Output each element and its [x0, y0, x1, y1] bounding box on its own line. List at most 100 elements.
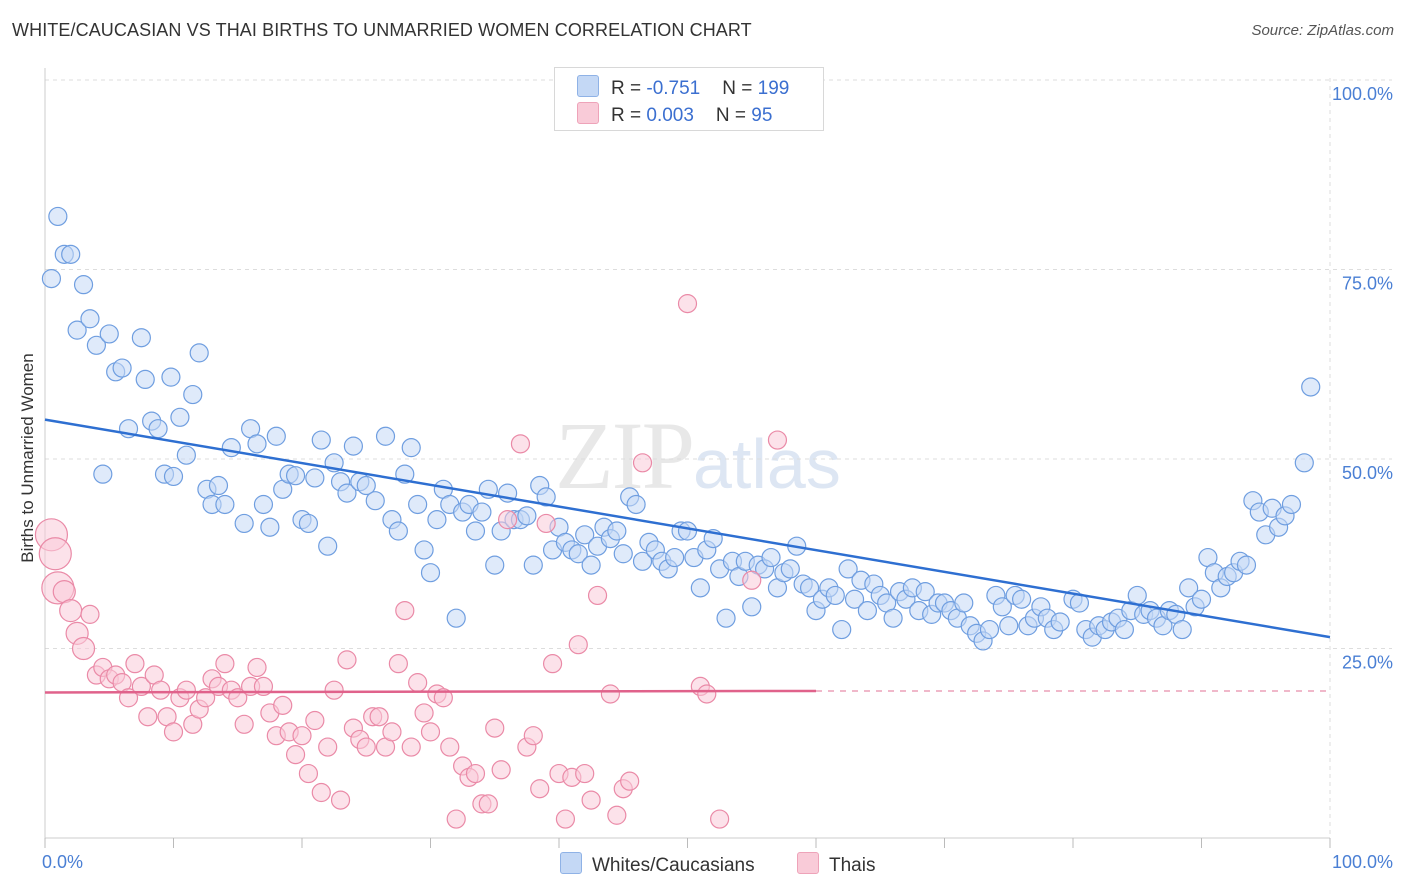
point-whites	[446, 608, 466, 628]
point-whites	[857, 600, 878, 621]
point-whites	[677, 521, 698, 541]
point-thais	[440, 737, 460, 757]
point-whites	[581, 555, 601, 575]
point-whites	[665, 547, 685, 568]
point-thais	[382, 722, 402, 742]
y-tick-label: 100.0%	[1332, 84, 1393, 104]
point-whites	[1236, 555, 1257, 575]
bottom-legend-whites: Whites/Caucasians	[560, 852, 755, 877]
legend: R = -0.751 N = 199 R = 0.003 N = 95	[554, 67, 824, 131]
point-thais	[131, 676, 151, 697]
point-thais	[305, 710, 325, 731]
point-whites	[517, 506, 537, 526]
point-thais	[575, 763, 595, 784]
point-whites	[48, 206, 68, 227]
point-whites	[247, 434, 267, 454]
point-whites	[318, 536, 338, 556]
point-thais	[530, 779, 550, 799]
point-thais	[401, 737, 421, 757]
point-whites	[388, 521, 408, 541]
point-whites	[73, 275, 94, 295]
point-whites	[311, 430, 331, 450]
point-thais	[568, 635, 588, 655]
point-whites	[253, 494, 274, 515]
point-whites	[832, 619, 852, 640]
point-thais	[138, 707, 158, 727]
point-thais	[697, 684, 717, 704]
point-whites	[135, 369, 155, 390]
data-points	[34, 206, 1321, 829]
point-whites	[298, 513, 319, 534]
point-thais	[677, 294, 698, 314]
point-thais	[80, 604, 100, 624]
point-whites	[148, 419, 168, 439]
bottom-legend-swatch-whites	[560, 852, 582, 874]
point-whites	[799, 578, 820, 598]
bottom-legend-swatch-thais	[797, 852, 819, 874]
point-whites	[86, 335, 107, 355]
point-whites	[189, 343, 209, 363]
point-thais	[285, 745, 306, 765]
point-whites	[1114, 619, 1135, 640]
legend-r-label: R =	[611, 105, 647, 126]
point-thais	[485, 718, 505, 738]
point-whites	[183, 384, 203, 405]
point-whites	[305, 468, 325, 488]
x-tick-label: 0.0%	[42, 852, 83, 872]
point-whites	[375, 426, 396, 446]
x-tick-label: 100.0%	[1332, 852, 1393, 872]
point-thais	[356, 737, 376, 757]
legend-r-value: 0.003	[646, 105, 694, 126]
source-label: Source: ZipAtlas.com	[1251, 22, 1394, 39]
point-thais	[298, 763, 319, 784]
point-whites	[343, 436, 363, 456]
point-thais	[536, 513, 556, 534]
legend-row-whites: R = -0.751 N = 199	[577, 75, 789, 99]
point-whites	[1011, 589, 1032, 609]
legend-n-value: 199	[757, 78, 790, 99]
point-whites	[1294, 453, 1314, 473]
point-thais	[767, 430, 788, 450]
point-whites	[954, 593, 974, 613]
point-whites	[838, 559, 858, 579]
point-thais	[330, 790, 351, 810]
point-whites	[260, 517, 280, 537]
point-whites	[80, 309, 100, 329]
point-thais	[163, 722, 184, 742]
bottom-legend-label-whites: Whites/Caucasians	[592, 855, 755, 876]
point-whites	[485, 555, 505, 575]
legend-n-value: 95	[751, 105, 773, 126]
point-thais	[555, 809, 576, 829]
point-whites	[112, 358, 132, 378]
point-thais	[710, 809, 730, 829]
point-whites	[1191, 589, 1212, 609]
point-thais	[420, 722, 441, 742]
point-thais	[523, 726, 543, 746]
point-thais	[632, 453, 653, 473]
point-whites	[716, 608, 736, 628]
point-whites	[408, 494, 428, 515]
point-thais	[388, 654, 408, 674]
point-whites	[632, 551, 653, 571]
point-whites	[780, 559, 800, 579]
point-thais	[324, 680, 344, 700]
point-thais	[620, 771, 640, 791]
point-thais	[433, 688, 453, 708]
point-thais	[478, 794, 498, 814]
legend-n-label: N =	[715, 105, 752, 126]
point-thais	[247, 657, 267, 678]
axes	[44, 68, 1331, 848]
point-whites	[221, 438, 241, 458]
legend-swatch-thais	[577, 102, 599, 124]
point-whites	[420, 563, 441, 583]
point-thais	[510, 434, 531, 454]
point-whites	[536, 487, 556, 507]
point-whites	[742, 597, 762, 617]
point-whites	[176, 445, 196, 465]
point-whites	[472, 502, 492, 522]
point-whites	[131, 328, 151, 348]
point-whites	[1127, 585, 1147, 606]
point-thais	[71, 636, 96, 661]
trend-line-thais	[44, 689, 817, 694]
